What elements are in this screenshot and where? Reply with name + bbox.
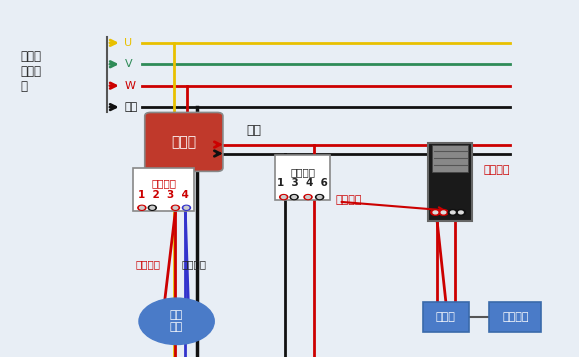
Text: 配电箱: 配电箱 <box>171 135 196 149</box>
Circle shape <box>148 205 156 210</box>
Circle shape <box>280 195 288 200</box>
FancyBboxPatch shape <box>423 302 469 332</box>
Text: 负载零线: 负载零线 <box>181 260 207 270</box>
Text: U: U <box>124 38 133 48</box>
Circle shape <box>316 195 324 200</box>
Circle shape <box>439 210 448 215</box>
Circle shape <box>456 210 466 215</box>
Circle shape <box>139 298 214 345</box>
Circle shape <box>306 196 310 198</box>
FancyBboxPatch shape <box>145 112 223 171</box>
Circle shape <box>281 196 286 198</box>
Circle shape <box>140 206 144 209</box>
Circle shape <box>171 205 179 210</box>
FancyBboxPatch shape <box>428 143 472 221</box>
Circle shape <box>150 206 155 209</box>
Text: 零线: 零线 <box>124 102 138 112</box>
Circle shape <box>441 211 446 214</box>
Text: W: W <box>124 81 135 91</box>
Circle shape <box>184 206 189 209</box>
Text: 负载火线: 负载火线 <box>135 260 160 270</box>
FancyBboxPatch shape <box>489 302 541 332</box>
Circle shape <box>448 210 457 215</box>
FancyBboxPatch shape <box>432 145 468 172</box>
Circle shape <box>173 206 178 209</box>
Circle shape <box>317 196 322 198</box>
Text: 接线端子: 接线端子 <box>336 195 362 205</box>
Circle shape <box>450 211 455 214</box>
Text: 国家电
网三相
电: 国家电 网三相 电 <box>20 50 41 93</box>
Text: 火线: 火线 <box>246 125 261 137</box>
Circle shape <box>138 205 146 210</box>
Circle shape <box>182 205 190 210</box>
FancyBboxPatch shape <box>275 155 330 200</box>
Text: 光伏电站: 光伏电站 <box>502 312 529 322</box>
Text: V: V <box>124 59 132 69</box>
Circle shape <box>433 211 438 214</box>
Text: 双向电表
1  3  4  6: 双向电表 1 3 4 6 <box>277 167 328 188</box>
Text: 用户
负载: 用户 负载 <box>170 311 183 332</box>
Circle shape <box>459 211 463 214</box>
Text: 逆变器: 逆变器 <box>436 312 456 322</box>
Circle shape <box>292 196 296 198</box>
Circle shape <box>431 210 440 215</box>
Circle shape <box>304 195 312 200</box>
FancyBboxPatch shape <box>133 168 194 211</box>
Circle shape <box>290 195 298 200</box>
Text: 单向电表: 单向电表 <box>483 165 510 175</box>
Text: 单向电表
1  2  3  4: 单向电表 1 2 3 4 <box>138 178 189 200</box>
